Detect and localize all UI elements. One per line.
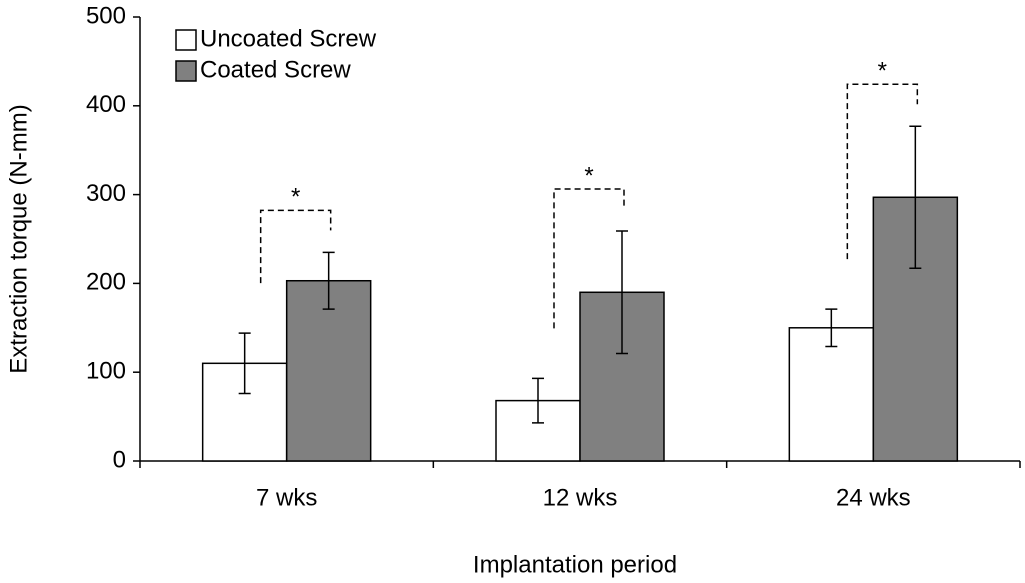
error-bar <box>532 377 544 424</box>
x-tick-label: 24 wks <box>836 484 911 511</box>
y-tick-label: 400 <box>86 91 126 118</box>
annotation: * <box>584 162 593 189</box>
error-bar <box>238 332 251 395</box>
significance-bracket <box>259 209 332 284</box>
legend-swatch <box>175 29 197 51</box>
x-axis-label: Implantation period <box>473 551 677 578</box>
x-tick-label: 12 wks <box>543 484 618 511</box>
x-tick-label: 7 wks <box>256 484 317 511</box>
significance-bracket <box>846 83 919 260</box>
y-tick-label: 0 <box>113 446 126 473</box>
legend-label: Uncoated Screw <box>200 25 377 52</box>
bar <box>788 327 875 462</box>
significance-bracket <box>553 188 625 329</box>
y-axis-label: Extraction torque (N-mm) <box>5 104 32 373</box>
error-bar <box>909 125 922 270</box>
y-tick-label: 500 <box>86 2 126 29</box>
y-tick-label: 300 <box>86 180 126 207</box>
annotation: * <box>878 58 887 85</box>
bar <box>285 279 372 462</box>
legend-swatch <box>175 60 197 82</box>
error-bar <box>616 230 628 355</box>
y-tick-label: 100 <box>86 358 126 385</box>
annotation: * <box>291 184 300 211</box>
legend-label: Coated Screw <box>200 56 351 83</box>
y-tick-label: 200 <box>86 269 126 296</box>
error-bar <box>322 251 335 310</box>
error-bar <box>825 308 838 348</box>
